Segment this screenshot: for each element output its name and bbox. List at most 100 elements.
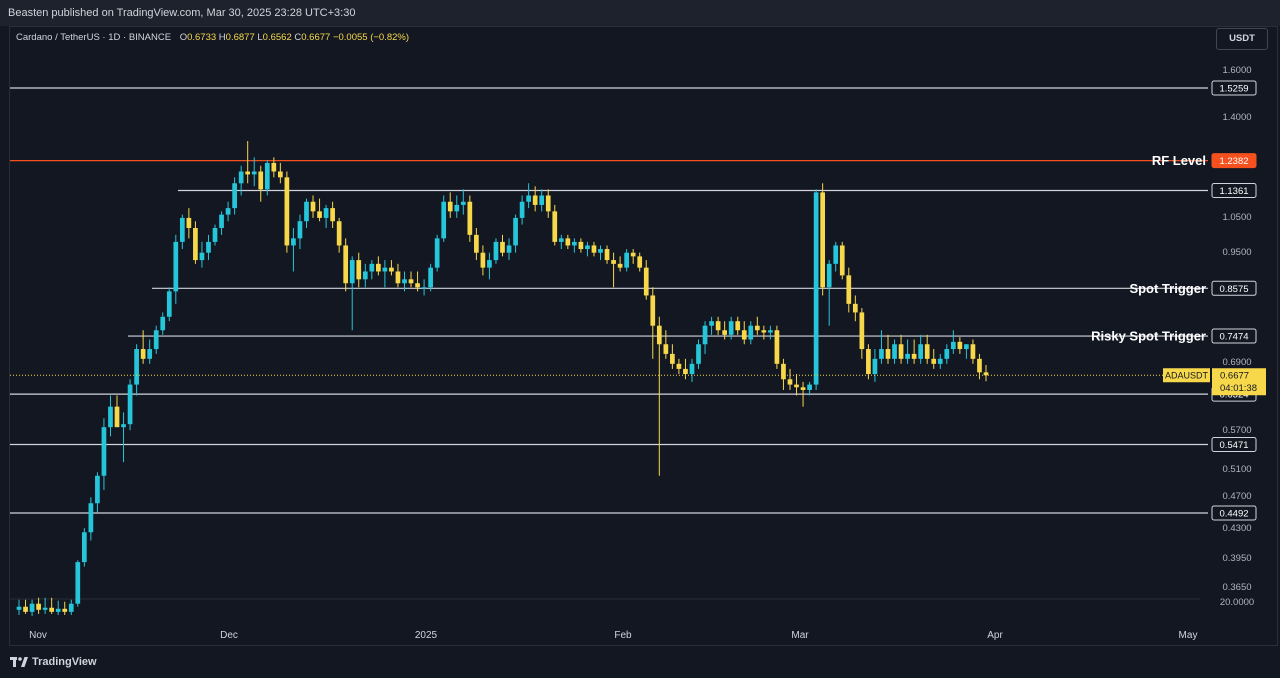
candle-body[interactable]	[754, 325, 760, 331]
candle-body[interactable]	[624, 252, 629, 268]
candle-body[interactable]	[696, 344, 701, 364]
candle-body[interactable]	[977, 358, 982, 373]
candle-body[interactable]	[121, 424, 126, 428]
candle-body[interactable]	[193, 227, 198, 261]
candle-body[interactable]	[552, 211, 558, 242]
candle-body[interactable]	[500, 241, 505, 253]
candle-body[interactable]	[251, 171, 257, 175]
candle-body[interactable]	[905, 353, 910, 359]
candle-body[interactable]	[604, 249, 610, 261]
candle-body[interactable]	[983, 372, 989, 376]
candle-body[interactable]	[585, 245, 590, 250]
candle-body[interactable]	[911, 353, 917, 359]
candle-body[interactable]	[794, 384, 799, 388]
candle-body[interactable]	[852, 303, 858, 313]
candle-body[interactable]	[813, 192, 819, 385]
candle-body[interactable]	[127, 384, 133, 425]
candle-body[interactable]	[166, 291, 172, 317]
candle-body[interactable]	[826, 263, 832, 288]
candle-body[interactable]	[519, 201, 525, 218]
candle-body[interactable]	[572, 241, 577, 246]
candle-body[interactable]	[722, 330, 728, 335]
candle-body[interactable]	[356, 260, 362, 280]
candle-body[interactable]	[480, 252, 486, 268]
candle-body[interactable]	[258, 171, 264, 190]
candle-body[interactable]	[800, 387, 806, 390]
candle-body[interactable]	[42, 607, 48, 610]
candle-body[interactable]	[487, 260, 492, 268]
candle-body[interactable]	[447, 201, 453, 212]
candle-body[interactable]	[970, 344, 976, 359]
candle-body[interactable]	[964, 344, 969, 350]
candle-body[interactable]	[284, 177, 290, 246]
candle-body[interactable]	[715, 321, 721, 331]
candle-body[interactable]	[937, 358, 943, 364]
candle-body[interactable]	[304, 201, 309, 222]
candle-body[interactable]	[781, 363, 786, 380]
candle-body[interactable]	[238, 171, 244, 184]
candle-body[interactable]	[493, 241, 499, 261]
candle-body[interactable]	[369, 263, 375, 272]
candle-body[interactable]	[75, 562, 81, 604]
candle-body[interactable]	[343, 245, 349, 284]
candle-body[interactable]	[16, 606, 22, 610]
candle-body[interactable]	[428, 267, 433, 288]
candle-body[interactable]	[872, 358, 878, 375]
candle-body[interactable]	[376, 263, 381, 272]
candle-body[interactable]	[630, 252, 636, 257]
candle-body[interactable]	[29, 603, 35, 612]
candle-body[interactable]	[297, 221, 303, 239]
candle-body[interactable]	[702, 325, 708, 345]
candle-body[interactable]	[637, 256, 643, 268]
candle-body[interactable]	[434, 238, 440, 268]
candle-body[interactable]	[578, 241, 584, 250]
candle-body[interactable]	[957, 341, 963, 350]
candle-body[interactable]	[460, 201, 466, 205]
candle-body[interactable]	[389, 267, 394, 272]
candle-body[interactable]	[382, 267, 388, 272]
candle-body[interactable]	[271, 162, 277, 172]
candle-body[interactable]	[277, 171, 283, 178]
candle-body[interactable]	[532, 195, 538, 205]
candle-body[interactable]	[153, 330, 159, 350]
candle-body[interactable]	[735, 321, 741, 331]
candle-body[interactable]	[879, 349, 884, 359]
candle-body[interactable]	[81, 532, 87, 563]
candle-body[interactable]	[474, 234, 479, 253]
candle-body[interactable]	[49, 607, 55, 612]
candle-body[interactable]	[245, 171, 251, 175]
candle-body[interactable]	[108, 406, 113, 428]
candle-body[interactable]	[395, 271, 401, 284]
candle-body[interactable]	[506, 245, 512, 253]
candle-body[interactable]	[656, 325, 662, 345]
candle-body[interactable]	[591, 245, 597, 253]
candle-body[interactable]	[950, 341, 956, 350]
candle-body[interactable]	[264, 162, 270, 190]
candle-body[interactable]	[55, 608, 61, 612]
candle-body[interactable]	[212, 227, 218, 242]
candle-body[interactable]	[866, 349, 871, 375]
candle-body[interactable]	[741, 330, 747, 340]
candle-body[interactable]	[454, 204, 460, 212]
candle-body[interactable]	[95, 475, 100, 504]
currency-button[interactable]: USDT	[1216, 28, 1268, 50]
candle-body[interactable]	[336, 221, 342, 246]
candle-body[interactable]	[206, 241, 211, 253]
candle-body[interactable]	[199, 252, 205, 261]
candle-body[interactable]	[513, 217, 518, 246]
candle-body[interactable]	[663, 344, 669, 354]
candle-body[interactable]	[23, 606, 28, 612]
candle-body[interactable]	[774, 330, 780, 364]
candle-body[interactable]	[748, 325, 754, 340]
candle-body[interactable]	[545, 195, 551, 212]
candle-body[interactable]	[219, 214, 224, 228]
candle-body[interactable]	[408, 279, 414, 284]
candle-body[interactable]	[931, 358, 937, 364]
candle-body[interactable]	[676, 363, 682, 369]
candle-body[interactable]	[402, 279, 407, 284]
candle-body[interactable]	[232, 183, 237, 209]
candle-body[interactable]	[186, 217, 192, 228]
candle-body[interactable]	[807, 384, 812, 390]
candle-body[interactable]	[160, 316, 166, 331]
